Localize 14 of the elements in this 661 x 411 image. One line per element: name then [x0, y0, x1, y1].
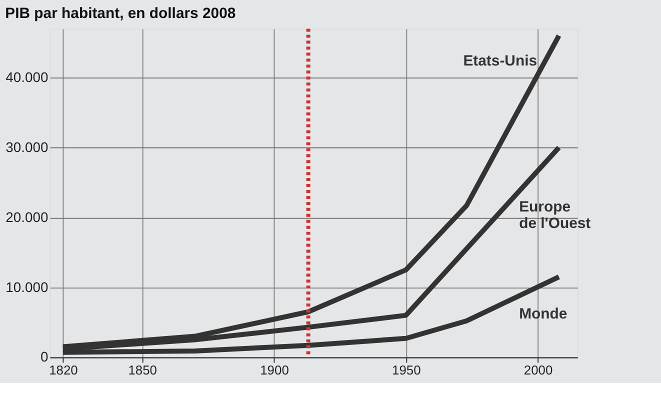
x-tick-label: 1850 — [128, 362, 157, 378]
y-tick-label: 30.000 — [6, 139, 49, 156]
x-tick-label: 2000 — [524, 362, 553, 378]
x-tick-label: 1820 — [49, 362, 78, 378]
x-tick-label: 1950 — [392, 362, 421, 378]
y-tick-label: 20.000 — [6, 208, 49, 225]
series-label: Europe de l'Ouest — [519, 198, 591, 232]
y-tick-label: 0 — [40, 348, 49, 365]
series-label: Etats-Unis — [463, 52, 538, 70]
x-tick-label: 1900 — [260, 362, 289, 378]
y-tick-label: 10.000 — [6, 278, 49, 295]
series-label: Monde — [519, 306, 568, 323]
chart-title: PIB par habitant, en dollars 2008 — [5, 4, 236, 22]
y-tick-label: 40.000 — [6, 69, 49, 86]
